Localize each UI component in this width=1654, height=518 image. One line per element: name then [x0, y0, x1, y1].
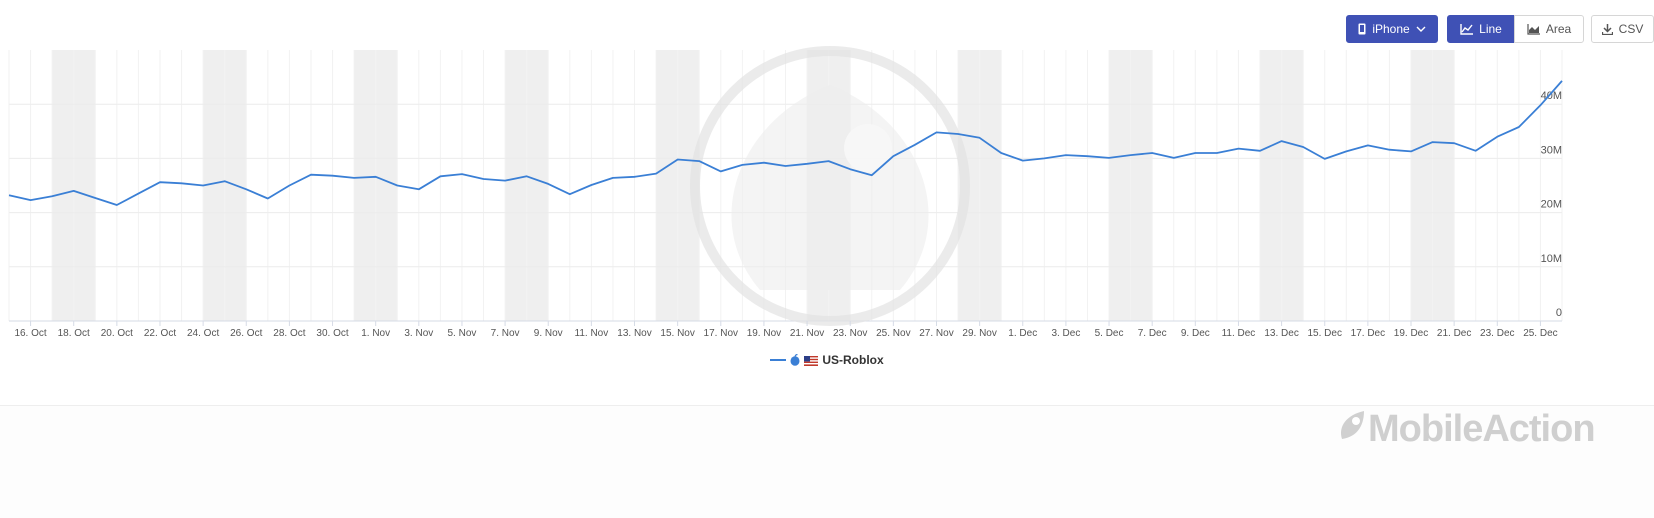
x-tick-label: 7. Dec [1138, 328, 1167, 339]
apple-icon [790, 354, 800, 366]
line-view-label: Line [1479, 22, 1502, 36]
x-tick-label: 23. Nov [833, 328, 867, 339]
x-tick-label: 17. Nov [704, 328, 738, 339]
x-tick-label: 26. Oct [230, 328, 262, 339]
x-tick-label: 30. Oct [316, 328, 348, 339]
chart-legend[interactable]: US-Roblox [0, 350, 1654, 370]
chevron-down-icon [1416, 26, 1426, 32]
x-tick-label: 5. Dec [1095, 328, 1124, 339]
x-tick-label: 25. Dec [1523, 328, 1557, 339]
area-view-label: Area [1545, 22, 1572, 36]
us-flag-icon [804, 355, 819, 366]
x-tick-label: 15. Nov [660, 328, 694, 339]
y-tick-label: 0 [1556, 307, 1562, 319]
brand-watermark: MobileAction [1368, 408, 1596, 450]
y-tick-label: 20M [1541, 199, 1562, 211]
x-tick-label: 13. Dec [1264, 328, 1298, 339]
x-tick-label: 17. Dec [1351, 328, 1385, 339]
x-tick-label: 27. Nov [919, 328, 953, 339]
x-tick-label: 19. Nov [747, 328, 781, 339]
x-axis: 16. Oct 18. Oct 20. Oct 22. Oct 24. Oct 26. O… [14, 321, 1558, 339]
x-tick-label: 19. Dec [1394, 328, 1428, 339]
x-tick-label: 1. Nov [361, 328, 390, 339]
area-chart-icon [1527, 23, 1540, 35]
csv-label: CSV [1618, 22, 1644, 36]
x-tick-label: 21. Dec [1437, 328, 1471, 339]
x-tick-label: 29. Nov [962, 328, 996, 339]
x-tick-label: 5. Nov [448, 328, 477, 339]
series-line-us-roblox [8, 80, 1563, 206]
watermark-logo-icon [690, 46, 970, 326]
x-tick-label: 28. Oct [273, 328, 305, 339]
x-tick-label: 24. Oct [187, 328, 219, 339]
x-tick-label: 7. Nov [491, 328, 520, 339]
x-tick-label: 15. Dec [1308, 328, 1342, 339]
device-dropdown[interactable]: iPhone [1346, 15, 1438, 43]
x-tick-label: 1. Dec [1008, 328, 1037, 339]
footer-band [0, 406, 1654, 518]
y-tick-label: 30M [1541, 144, 1562, 156]
x-tick-label: 23. Dec [1480, 328, 1514, 339]
series-layer [8, 80, 1563, 206]
device-label: iPhone [1372, 22, 1410, 36]
csv-download-button[interactable]: CSV [1591, 15, 1654, 43]
x-tick-label: 11. Dec [1222, 328, 1256, 339]
x-tick-label: 21. Nov [790, 328, 824, 339]
x-tick-label: 9. Dec [1181, 328, 1210, 339]
x-tick-label: 25. Nov [876, 328, 910, 339]
legend-line-swatch [770, 359, 787, 361]
x-tick-label: 11. Nov [575, 328, 609, 339]
x-tick-label: 9. Nov [534, 328, 563, 339]
mobileaction-logo-icon [1338, 409, 1368, 448]
phone-icon [1358, 23, 1366, 35]
x-tick-label: 16. Oct [14, 328, 46, 339]
x-tick-label: 18. Oct [58, 328, 90, 339]
line-chart: 16. Oct 18. Oct 20. Oct 22. Oct 24. Oct 26. O… [8, 46, 1563, 339]
x-tick-label: 20. Oct [101, 328, 133, 339]
y-tick-label: 10M [1541, 253, 1562, 265]
x-tick-label: 22. Oct [144, 328, 176, 339]
x-tick-label: 3. Dec [1051, 328, 1080, 339]
area-view-button[interactable]: Area [1514, 15, 1584, 43]
x-tick-label: 3. Nov [404, 328, 433, 339]
line-chart-icon [1460, 23, 1474, 35]
legend-series-label: US-Roblox [822, 353, 884, 367]
line-view-button[interactable]: Line [1447, 15, 1515, 43]
x-tick-label: 13. Nov [617, 328, 651, 339]
download-icon [1601, 23, 1613, 35]
